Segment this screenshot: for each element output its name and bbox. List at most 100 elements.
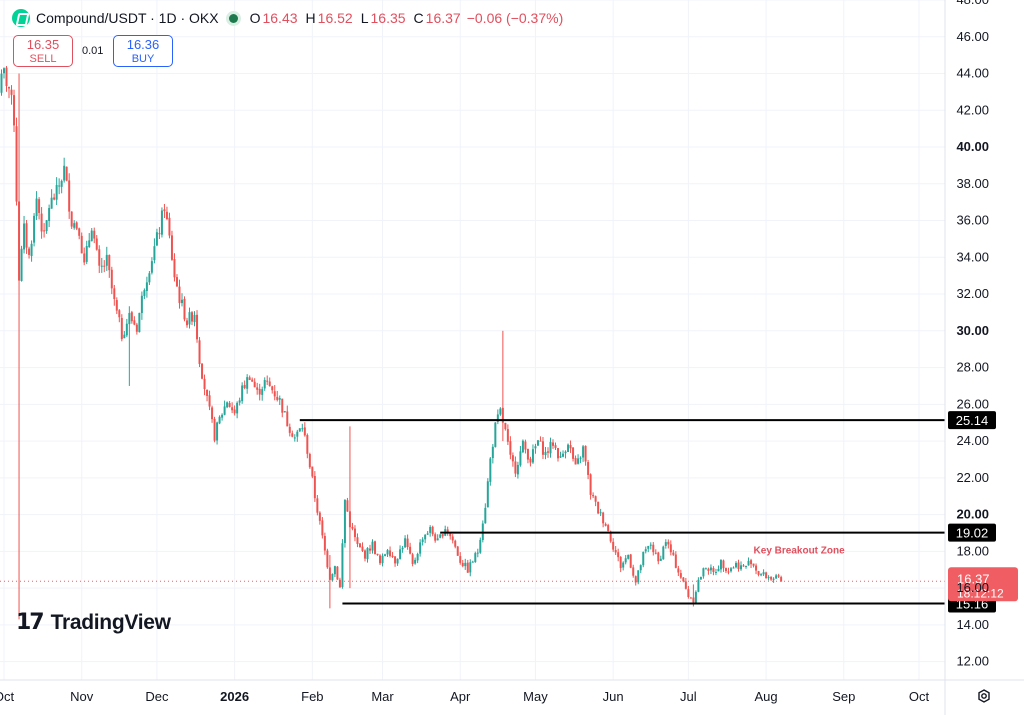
candle-body <box>175 277 178 287</box>
candle-body <box>526 448 529 460</box>
sell-button[interactable]: 16.35 SELL <box>13 35 73 67</box>
candle-body <box>236 402 239 414</box>
candle-down <box>353 525 356 542</box>
candle-body <box>351 526 354 529</box>
candle-body <box>454 540 457 547</box>
y-tick-label: 28.00 <box>956 360 989 375</box>
candle-body <box>256 387 259 390</box>
candle-up <box>298 428 301 433</box>
symbol-title[interactable]: Compound/USDT · 1D · OKX <box>36 10 219 26</box>
candle-down <box>118 309 121 323</box>
candle-up <box>642 551 645 568</box>
candle-up <box>296 429 299 442</box>
candle-body <box>399 549 402 559</box>
candle-down <box>614 545 617 555</box>
candle-body <box>216 422 219 441</box>
candle-up <box>238 397 241 406</box>
candle-body <box>674 554 677 568</box>
candle-body <box>772 578 775 580</box>
candle-body <box>682 577 685 582</box>
candle-up <box>301 423 304 432</box>
candle-body <box>125 323 128 336</box>
tradingview-logo[interactable]: 17 TradingView <box>16 610 171 635</box>
candle-body <box>30 243 33 257</box>
y-tick-label: 40.00 <box>956 139 989 154</box>
candle-body <box>233 409 236 414</box>
candle-body <box>534 446 537 449</box>
candle-up <box>762 569 765 577</box>
candle-down <box>271 385 274 394</box>
candle-up <box>439 533 442 539</box>
candle-up <box>659 555 662 562</box>
candle-up <box>429 525 432 537</box>
close-key: C <box>413 10 424 26</box>
candle-up <box>704 567 707 570</box>
candle-body <box>301 428 304 430</box>
candle-body <box>466 562 469 573</box>
candle-body <box>401 547 404 550</box>
candle-body <box>745 565 748 568</box>
y-tick-label: 38.00 <box>956 176 989 191</box>
candle-down <box>657 551 660 565</box>
candle-body <box>33 215 36 243</box>
candle-body <box>163 209 166 212</box>
candle-body <box>474 553 477 563</box>
spread-value: 0.01 <box>82 45 104 57</box>
candle-down <box>135 322 138 335</box>
candle-body <box>394 556 397 564</box>
candle-body <box>55 185 58 200</box>
buy-button[interactable]: 16.36 BUY <box>113 35 173 67</box>
market-status-icon <box>228 13 238 23</box>
candle-up <box>772 577 775 583</box>
candle-body <box>729 568 732 572</box>
candle-body <box>519 451 522 466</box>
candle-up <box>386 548 389 558</box>
candle-body <box>133 320 136 325</box>
candle-up <box>223 400 226 416</box>
candle-down <box>451 534 454 544</box>
candle-up <box>474 551 477 563</box>
candle-down <box>83 247 86 266</box>
candle-body <box>85 246 88 262</box>
candle-body <box>45 220 48 232</box>
candle-up <box>697 577 700 593</box>
y-tick-label: 18.00 <box>956 543 989 558</box>
candle-down <box>441 534 444 539</box>
candle-up <box>519 445 522 467</box>
candle-down <box>619 556 622 573</box>
candle-down <box>38 197 41 220</box>
candle-body <box>714 571 717 573</box>
candle-down <box>75 221 78 231</box>
candle-down <box>158 227 161 240</box>
candle-up <box>128 306 131 386</box>
candle-body <box>251 379 254 382</box>
candle-down <box>409 542 412 555</box>
candle-down <box>273 385 276 401</box>
candle-body <box>704 568 707 570</box>
candle-body <box>451 536 454 541</box>
candle-body <box>374 541 377 555</box>
candle-body <box>557 448 560 459</box>
candle-body <box>331 574 334 581</box>
candle-up <box>481 520 484 543</box>
candle-down <box>18 73 21 620</box>
gear-icon[interactable] <box>976 688 992 704</box>
high-value: 16.52 <box>317 10 353 26</box>
candle-up <box>366 547 369 563</box>
candle-body <box>361 546 364 551</box>
candle-body <box>286 411 289 427</box>
candle-down <box>268 377 271 387</box>
candle-down <box>434 532 437 543</box>
candle-body <box>186 320 188 326</box>
candle-down <box>358 543 361 548</box>
candle-body <box>669 544 672 553</box>
candle-down <box>604 522 607 527</box>
candle-down <box>130 310 133 324</box>
candle-body <box>459 556 462 563</box>
candle-body <box>343 499 346 544</box>
candle-up <box>145 276 148 298</box>
candle-body <box>654 552 657 554</box>
candle-body <box>491 446 494 459</box>
candle-body <box>311 466 314 477</box>
